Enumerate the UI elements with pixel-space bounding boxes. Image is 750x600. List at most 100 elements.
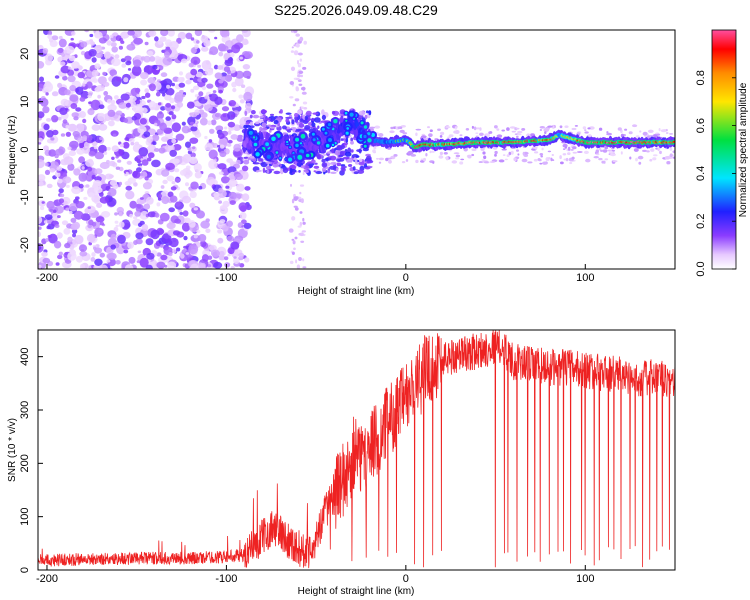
noise-cell	[84, 30, 89, 33]
noise-cell	[156, 261, 166, 269]
noise-cell	[85, 159, 95, 167]
noise-cell	[330, 161, 337, 165]
noise-cell	[172, 230, 181, 236]
noise-cell	[358, 161, 365, 166]
noise-cell	[334, 150, 341, 156]
noise-cell	[562, 148, 566, 151]
noise-cell	[46, 118, 52, 122]
y-tick-label: 300	[19, 401, 31, 419]
noise-cell	[233, 256, 237, 259]
noise-cell	[140, 72, 149, 80]
noise-cell	[648, 135, 655, 137]
noise-cell	[151, 134, 160, 142]
noise-cell	[427, 126, 430, 129]
noise-cell	[165, 116, 171, 121]
noise-cell	[289, 260, 294, 265]
noise-cell	[239, 56, 243, 60]
noise-cell	[421, 133, 425, 136]
noise-cell	[277, 122, 281, 127]
noise-cell	[111, 58, 121, 67]
noise-cell	[488, 131, 491, 135]
noise-cell	[60, 158, 69, 166]
noise-cell	[350, 140, 354, 145]
noise-cell	[301, 91, 307, 95]
noise-cell	[207, 255, 213, 260]
noise-cell	[300, 165, 305, 169]
noise-cell	[572, 151, 577, 154]
noise-cell	[143, 55, 151, 63]
noise-cell	[73, 168, 81, 176]
noise-cell	[160, 254, 168, 261]
noise-cell	[292, 240, 296, 245]
noise-cell	[331, 148, 335, 154]
noise-cell	[551, 154, 554, 156]
noise-cell	[291, 216, 296, 221]
noise-cell	[137, 163, 143, 167]
noise-cell	[49, 168, 56, 173]
noise-cell	[134, 211, 141, 217]
carrier-blob-inner	[316, 141, 321, 145]
noise-cell	[69, 94, 79, 102]
carrier-track	[242, 109, 675, 164]
noise-cell	[152, 64, 158, 70]
noise-cell	[471, 125, 474, 129]
noise-cell	[44, 214, 53, 221]
noise-cell	[201, 60, 212, 71]
noise-cell	[132, 170, 141, 179]
noise-cell	[562, 153, 567, 156]
noise-cell	[608, 150, 613, 154]
carrier-blob-inner	[327, 123, 332, 127]
noise-cell	[552, 125, 555, 129]
noise-cell	[68, 55, 76, 62]
noise-cell	[504, 158, 508, 161]
noise-cell	[184, 217, 191, 224]
noise-cell	[213, 64, 219, 70]
noise-cell	[294, 207, 299, 211]
noise-cell	[415, 128, 422, 131]
noise-cell	[242, 70, 252, 79]
noise-cell	[295, 43, 300, 48]
noise-cell	[65, 124, 70, 129]
noise-cell	[302, 101, 308, 105]
noise-cell	[70, 37, 74, 41]
noise-cell	[537, 158, 541, 161]
noise-cell	[133, 37, 144, 45]
noise-cell	[584, 129, 587, 131]
noise-cell	[199, 240, 207, 248]
noise-cell	[122, 141, 130, 149]
noise-cell	[181, 121, 186, 126]
noise-cell	[225, 185, 230, 189]
noise-cell	[108, 160, 116, 167]
noise-cell	[242, 64, 251, 70]
carrier-blob-inner	[255, 152, 260, 157]
noise-cell	[96, 203, 103, 208]
noise-cell	[350, 137, 354, 142]
noise-cell	[270, 126, 276, 129]
noise-cell	[439, 135, 443, 138]
noise-cell	[300, 74, 303, 78]
noise-cell	[288, 228, 294, 233]
noise-cell	[181, 222, 191, 232]
noise-cell	[181, 195, 192, 204]
noise-cell	[67, 66, 72, 70]
noise-cell	[91, 57, 97, 63]
noise-cell	[42, 257, 51, 264]
noise-cell	[222, 225, 229, 232]
noise-cell	[243, 159, 250, 165]
noise-cell	[653, 154, 658, 157]
noise-cell	[179, 169, 186, 176]
noise-cell	[230, 134, 239, 140]
y-tick-label: -20	[19, 237, 31, 253]
noise-cell	[94, 258, 103, 266]
x-tick-label: 100	[576, 272, 594, 284]
noise-cell	[188, 243, 199, 255]
noise-cell	[341, 167, 346, 173]
noise-cell	[453, 152, 460, 155]
noise-cell	[312, 112, 319, 115]
noise-cell	[650, 148, 655, 152]
noise-cell	[204, 104, 213, 112]
noise-cell	[196, 229, 201, 234]
noise-cell	[635, 157, 638, 162]
noise-cell	[494, 153, 497, 157]
noise-cell	[235, 159, 241, 165]
